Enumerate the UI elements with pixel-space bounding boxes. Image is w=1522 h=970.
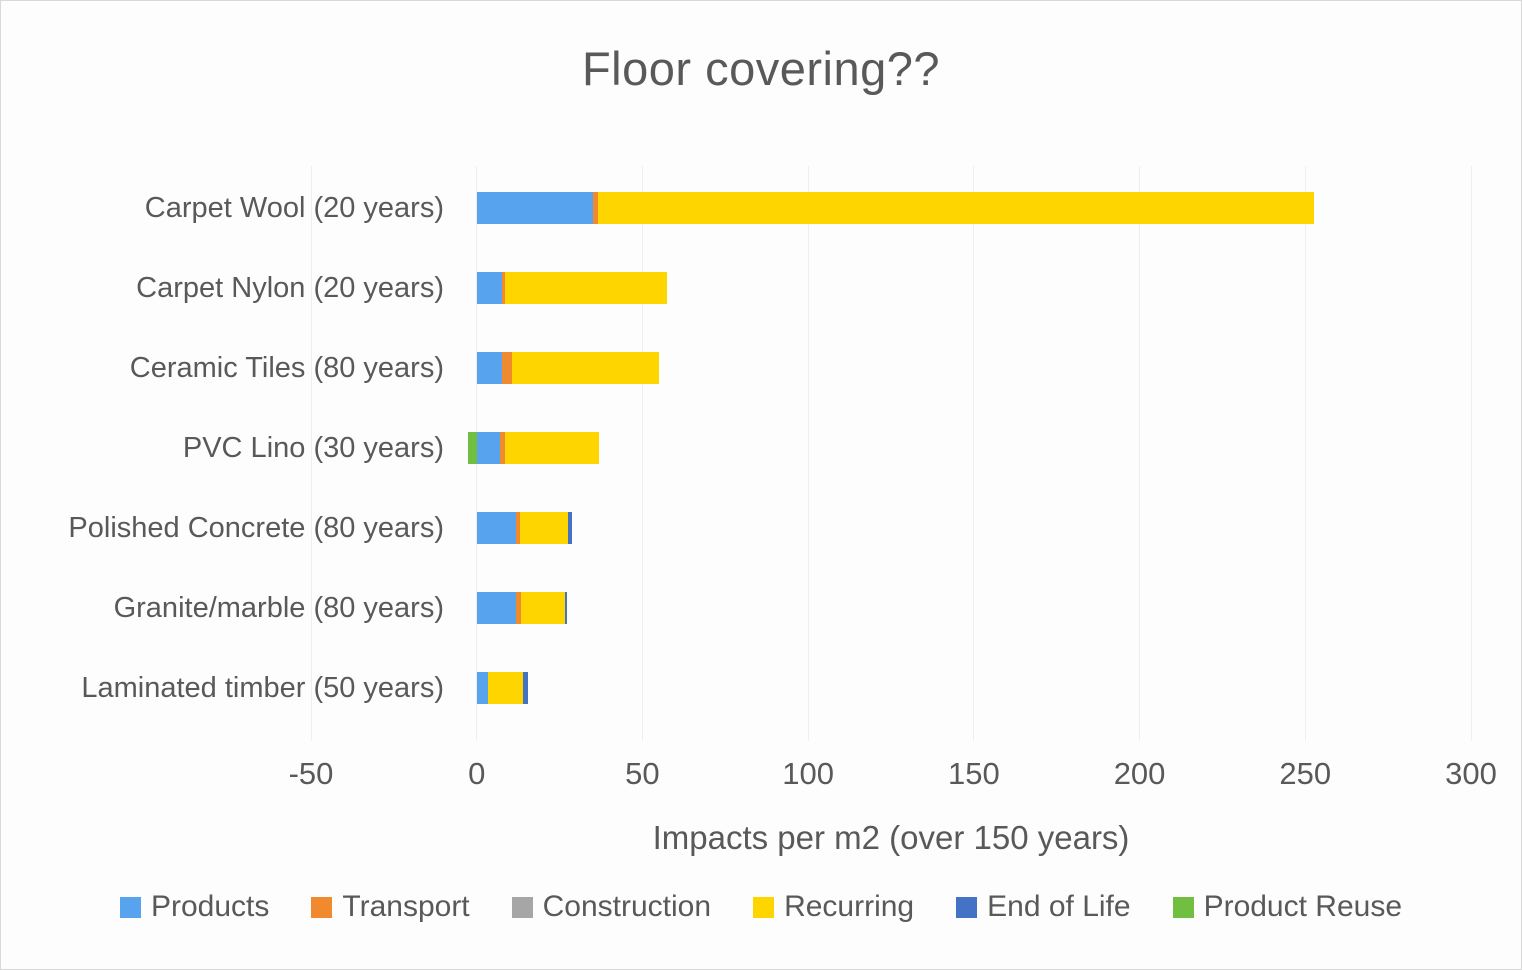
bar-segment-recurring [521, 592, 565, 624]
x-tick-label: 300 [1445, 756, 1497, 791]
legend-item-products: Products [119, 890, 270, 924]
bar-segment-products [476, 272, 502, 304]
legend-swatch-product-reuse-icon [1172, 896, 1194, 918]
legend-item-product-reuse: Product Reuse [1172, 890, 1403, 924]
bar-segment-transport [592, 192, 598, 224]
legend-item-construction: Construction [511, 890, 712, 924]
bar-segment-recurring [504, 432, 600, 464]
gridline [1139, 166, 1141, 741]
x-tick-label: -50 [288, 756, 334, 791]
bar-segment-product-reuse [468, 432, 477, 464]
bar-segment-products [476, 592, 517, 624]
category-label: Carpet Nylon (20 years) [136, 272, 444, 304]
bar-segment-end-of-life [564, 592, 568, 624]
bar-segment-transport [516, 592, 522, 624]
x-tick-label: 200 [1113, 756, 1166, 791]
bar-segment-recurring [597, 192, 1314, 224]
legend-swatch-recurring-icon [753, 896, 775, 918]
bar-segment-transport [501, 272, 505, 304]
legend-item-transport: Transport [311, 890, 470, 924]
gridline [310, 166, 312, 741]
bar-segment-products [476, 432, 500, 464]
category-label: Laminated timber (50 years) [81, 672, 444, 704]
category-label: PVC Lino (30 years) [182, 432, 444, 464]
legend-label: End of Life [987, 890, 1131, 923]
bar-segment-recurring [511, 352, 659, 384]
bar-segment-transport [499, 432, 505, 464]
bar-segment-products [476, 512, 517, 544]
bar-segment-end-of-life [567, 512, 573, 544]
legend-label: Recurring [784, 890, 915, 923]
category-label: Ceramic Tiles (80 years) [129, 352, 444, 384]
legend-label: Transport [342, 890, 470, 923]
gridline [1470, 166, 1472, 741]
category-label: Carpet Wool (20 years) [144, 192, 444, 224]
x-tick-label: 0 [468, 756, 486, 791]
legend-item-end-of-life: End of Life [956, 890, 1131, 924]
gridline [807, 166, 809, 741]
bar-segment-transport [501, 352, 512, 384]
bar-segment-products [476, 672, 489, 704]
legend-item-recurring: Recurring [753, 890, 914, 924]
bar-segment-end-of-life [523, 672, 529, 704]
legend: Products Transport Construction Recurring En… [1, 890, 1521, 924]
gridline [1304, 166, 1306, 741]
gridline [641, 166, 643, 741]
legend-label: Construction [542, 890, 712, 923]
bar-segment-transport [516, 512, 520, 544]
legend-label: Product Reuse [1203, 890, 1403, 923]
bar-segment-recurring [519, 512, 568, 544]
legend-label: Products [150, 890, 270, 923]
bar-segment-products [476, 192, 593, 224]
category-label: Polished Concrete (80 years) [68, 512, 444, 544]
legend-swatch-transport-icon [311, 896, 333, 918]
legend-swatch-end-of-life-icon [956, 896, 978, 918]
x-tick-label: 150 [947, 756, 1000, 791]
legend-swatch-products-icon [119, 896, 141, 918]
gridline [973, 166, 975, 741]
bar-segment-recurring [504, 272, 668, 304]
x-axis-title: Impacts per m2 (over 150 years) [652, 819, 1130, 856]
legend-swatch-construction-icon [511, 896, 533, 918]
category-label: Granite/marble (80 years) [113, 592, 444, 624]
bar-segment-products [476, 352, 502, 384]
x-tick-label: 50 [625, 756, 660, 791]
x-tick-label: 100 [782, 756, 835, 791]
bar-segment-recurring [488, 672, 524, 704]
x-tick-label: 250 [1279, 756, 1332, 791]
chart-title: Floor covering?? [581, 42, 941, 95]
